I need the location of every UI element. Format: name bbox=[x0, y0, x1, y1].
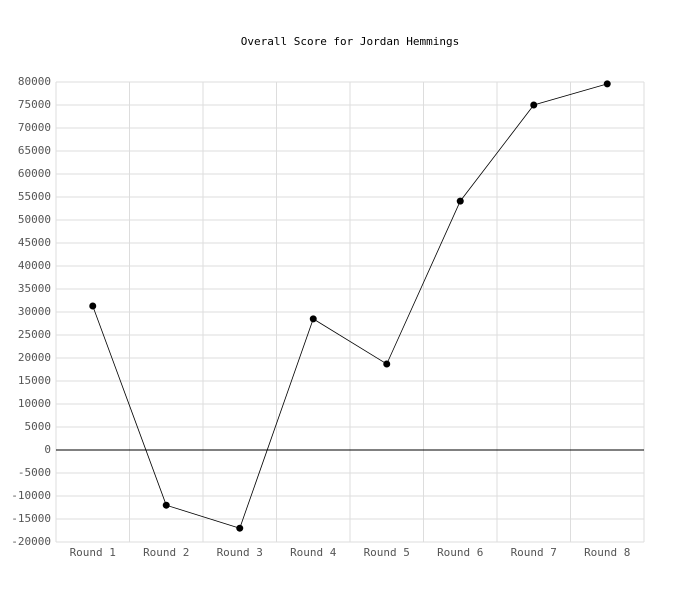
data-point bbox=[603, 80, 611, 88]
y-tick-label: -10000 bbox=[11, 489, 51, 502]
y-tick-label: 45000 bbox=[18, 236, 51, 249]
y-tick-label: 35000 bbox=[18, 282, 51, 295]
data-point bbox=[309, 315, 317, 323]
x-tick-label: Round 7 bbox=[511, 546, 557, 559]
y-tick-label: -15000 bbox=[11, 512, 51, 525]
y-tick-label: 60000 bbox=[18, 167, 51, 180]
y-tick-label: 50000 bbox=[18, 213, 51, 226]
y-tick-label: 0 bbox=[44, 443, 51, 456]
data-point bbox=[530, 101, 538, 109]
y-tick-label: 70000 bbox=[18, 121, 51, 134]
y-tick-label: 65000 bbox=[18, 144, 51, 157]
x-tick-label: Round 6 bbox=[437, 546, 483, 559]
x-tick-label: Round 4 bbox=[290, 546, 337, 559]
y-tick-label: -20000 bbox=[11, 535, 51, 548]
series-line bbox=[92, 83, 608, 529]
x-tick-label: Round 2 bbox=[143, 546, 189, 559]
y-tick-label: 55000 bbox=[18, 190, 51, 203]
y-tick-label: 25000 bbox=[18, 328, 51, 341]
data-point bbox=[89, 302, 97, 310]
x-tick-label: Round 5 bbox=[364, 546, 410, 559]
x-tick-label: Round 1 bbox=[70, 546, 116, 559]
chart-title: Overall Score for Jordan Hemmings bbox=[241, 35, 460, 48]
y-tick-label: 80000 bbox=[18, 75, 51, 88]
y-tick-label: 15000 bbox=[18, 374, 51, 387]
y-tick-label: 5000 bbox=[25, 420, 52, 433]
y-tick-label: 30000 bbox=[18, 305, 51, 318]
y-tick-label: 75000 bbox=[18, 98, 51, 111]
data-point bbox=[383, 360, 391, 368]
y-tick-label: 40000 bbox=[18, 259, 51, 272]
x-tick-label: Round 3 bbox=[217, 546, 263, 559]
y-tick-label: 10000 bbox=[18, 397, 51, 410]
data-point bbox=[236, 524, 244, 532]
data-point bbox=[456, 197, 464, 205]
y-tick-label: -5000 bbox=[18, 466, 51, 479]
y-tick-label: 20000 bbox=[18, 351, 51, 364]
x-tick-label: Round 8 bbox=[584, 546, 630, 559]
data-point bbox=[162, 501, 170, 509]
